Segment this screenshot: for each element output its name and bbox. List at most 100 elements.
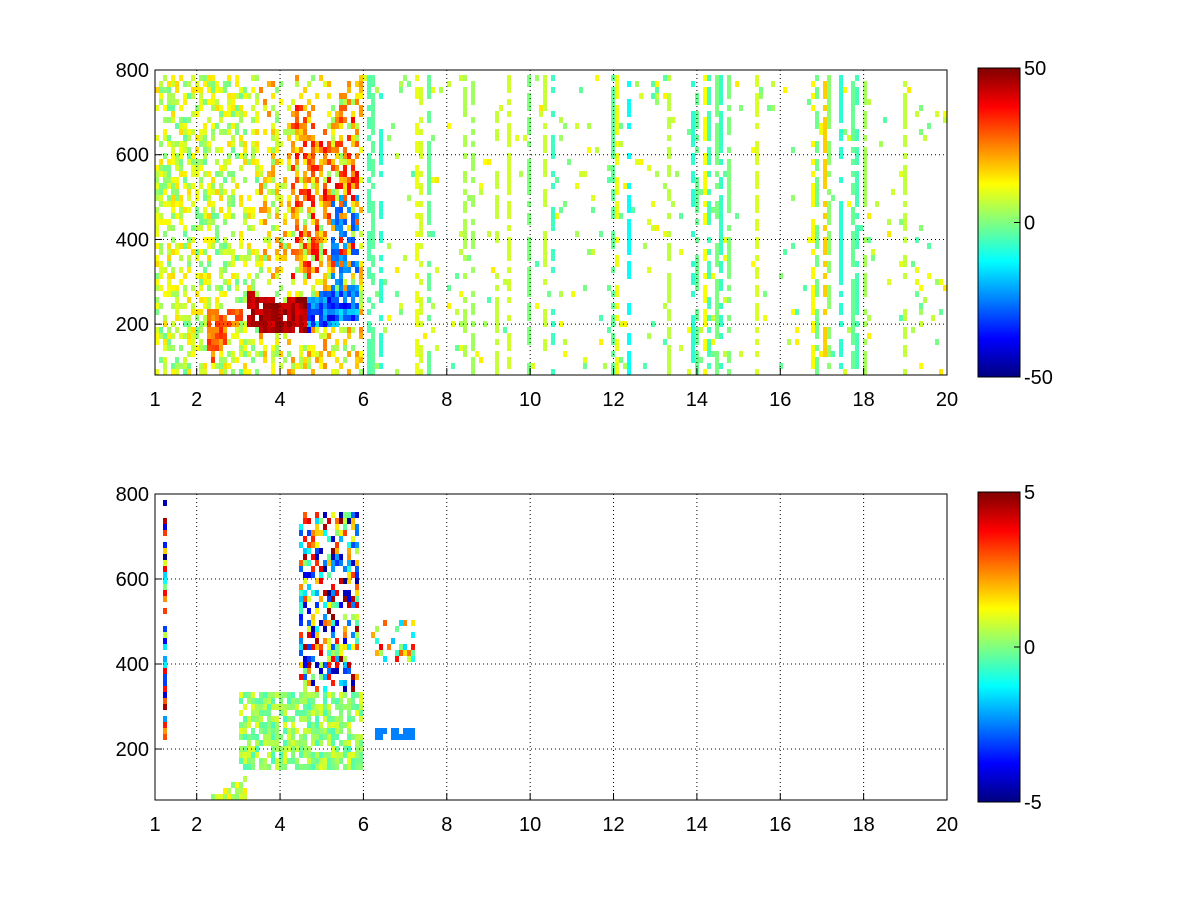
heatmap-cell	[311, 740, 315, 746]
heatmap-cell	[727, 225, 731, 231]
heatmap-cell	[299, 650, 303, 656]
heatmap-cell	[271, 201, 275, 207]
heatmap-cell	[235, 285, 239, 291]
heatmap-cell	[175, 195, 179, 201]
heatmap-cell	[155, 369, 159, 375]
heatmap-cell	[327, 303, 331, 309]
heatmap-cell	[707, 201, 711, 207]
heatmap-cell	[251, 153, 255, 159]
heatmap-cell	[203, 75, 207, 81]
heatmap-cell	[339, 123, 343, 129]
heatmap-cell	[339, 710, 343, 716]
heatmap-cell	[691, 129, 695, 135]
heatmap-cell	[827, 87, 831, 93]
heatmap-cell	[243, 722, 247, 728]
heatmap-cell	[239, 105, 243, 111]
heatmap-cell	[627, 261, 631, 267]
heatmap-cell	[351, 596, 355, 602]
heatmap-cell	[283, 728, 287, 734]
heatmap-cell	[399, 81, 403, 87]
heatmap-cell	[495, 321, 499, 327]
heatmap-cell	[583, 357, 587, 363]
heatmap-cell	[707, 189, 711, 195]
heatmap-cell	[167, 219, 171, 225]
heatmap-cell	[303, 662, 307, 668]
heatmap-cell	[171, 111, 175, 117]
heatmap-cell	[903, 219, 907, 225]
heatmap-cell	[863, 177, 867, 183]
heatmap-cell	[815, 189, 819, 195]
heatmap-cell	[155, 213, 159, 219]
heatmap-cell	[727, 183, 731, 189]
heatmap-cell	[203, 189, 207, 195]
heatmap-cell	[855, 279, 859, 285]
heatmap-cell	[811, 105, 815, 111]
heatmap-cell	[247, 195, 251, 201]
heatmap-cell	[339, 135, 343, 141]
heatmap-cell	[667, 255, 671, 261]
heatmap-cell	[823, 309, 827, 315]
heatmap-cell	[379, 141, 383, 147]
heatmap-cell	[219, 117, 223, 123]
heatmap-cell	[355, 177, 359, 183]
heatmap-cell	[375, 626, 379, 632]
heatmap-cell	[207, 201, 211, 207]
heatmap-cell	[803, 285, 807, 291]
heatmap-cell	[227, 93, 231, 99]
heatmap-cell	[275, 189, 279, 195]
heatmap-cell	[823, 87, 827, 93]
heatmap-cell	[343, 518, 347, 524]
heatmap-cell	[215, 99, 219, 105]
heatmap-cell	[291, 273, 295, 279]
heatmap-cell	[235, 183, 239, 189]
heatmap-cell	[303, 171, 307, 177]
heatmap-cell	[727, 129, 731, 135]
heatmap-cell	[411, 632, 415, 638]
heatmap-cell	[251, 87, 255, 93]
heatmap-cell	[823, 339, 827, 345]
heatmap-cell	[887, 219, 891, 225]
heatmap-cell	[235, 794, 239, 800]
heatmap-cell	[199, 105, 203, 111]
heatmap-cell	[719, 111, 723, 117]
heatmap-cell	[707, 303, 711, 309]
heatmap-cell	[307, 548, 311, 554]
heatmap-cell	[327, 518, 331, 524]
heatmap-cell	[327, 734, 331, 740]
heatmap-cell	[263, 698, 267, 704]
heatmap-cell	[275, 291, 279, 297]
heatmap-cell	[527, 201, 531, 207]
heatmap-cell	[259, 716, 263, 722]
heatmap-cell	[183, 315, 187, 321]
heatmap-cell	[303, 141, 307, 147]
heatmap-cell	[839, 117, 843, 123]
heatmap-cell	[791, 243, 795, 249]
heatmap-cell	[335, 195, 339, 201]
heatmap-cell	[315, 548, 319, 554]
heatmap-cell	[183, 231, 187, 237]
heatmap-cell	[419, 141, 423, 147]
heatmap-cell	[367, 135, 371, 141]
heatmap-cell	[187, 81, 191, 87]
heatmap-cell	[299, 327, 303, 333]
heatmap-cell	[371, 111, 375, 117]
heatmap-cell	[415, 297, 419, 303]
heatmap-cell	[187, 261, 191, 267]
heatmap-cell	[795, 309, 799, 315]
heatmap-cell	[839, 351, 843, 357]
heatmap-cell	[215, 159, 219, 165]
heatmap-cell	[255, 746, 259, 752]
heatmap-cell	[615, 141, 619, 147]
heatmap-cell	[903, 351, 907, 357]
heatmap-cell	[255, 189, 259, 195]
heatmap-cell	[339, 117, 343, 123]
heatmap-cell	[507, 171, 511, 177]
heatmap-cell	[255, 75, 259, 81]
heatmap-cell	[163, 638, 167, 644]
heatmap-cell	[315, 243, 319, 249]
heatmap-cell	[419, 189, 423, 195]
heatmap-cell	[271, 351, 275, 357]
heatmap-cell	[311, 309, 315, 315]
heatmap-cell	[519, 171, 523, 177]
heatmap-cell	[755, 351, 759, 357]
